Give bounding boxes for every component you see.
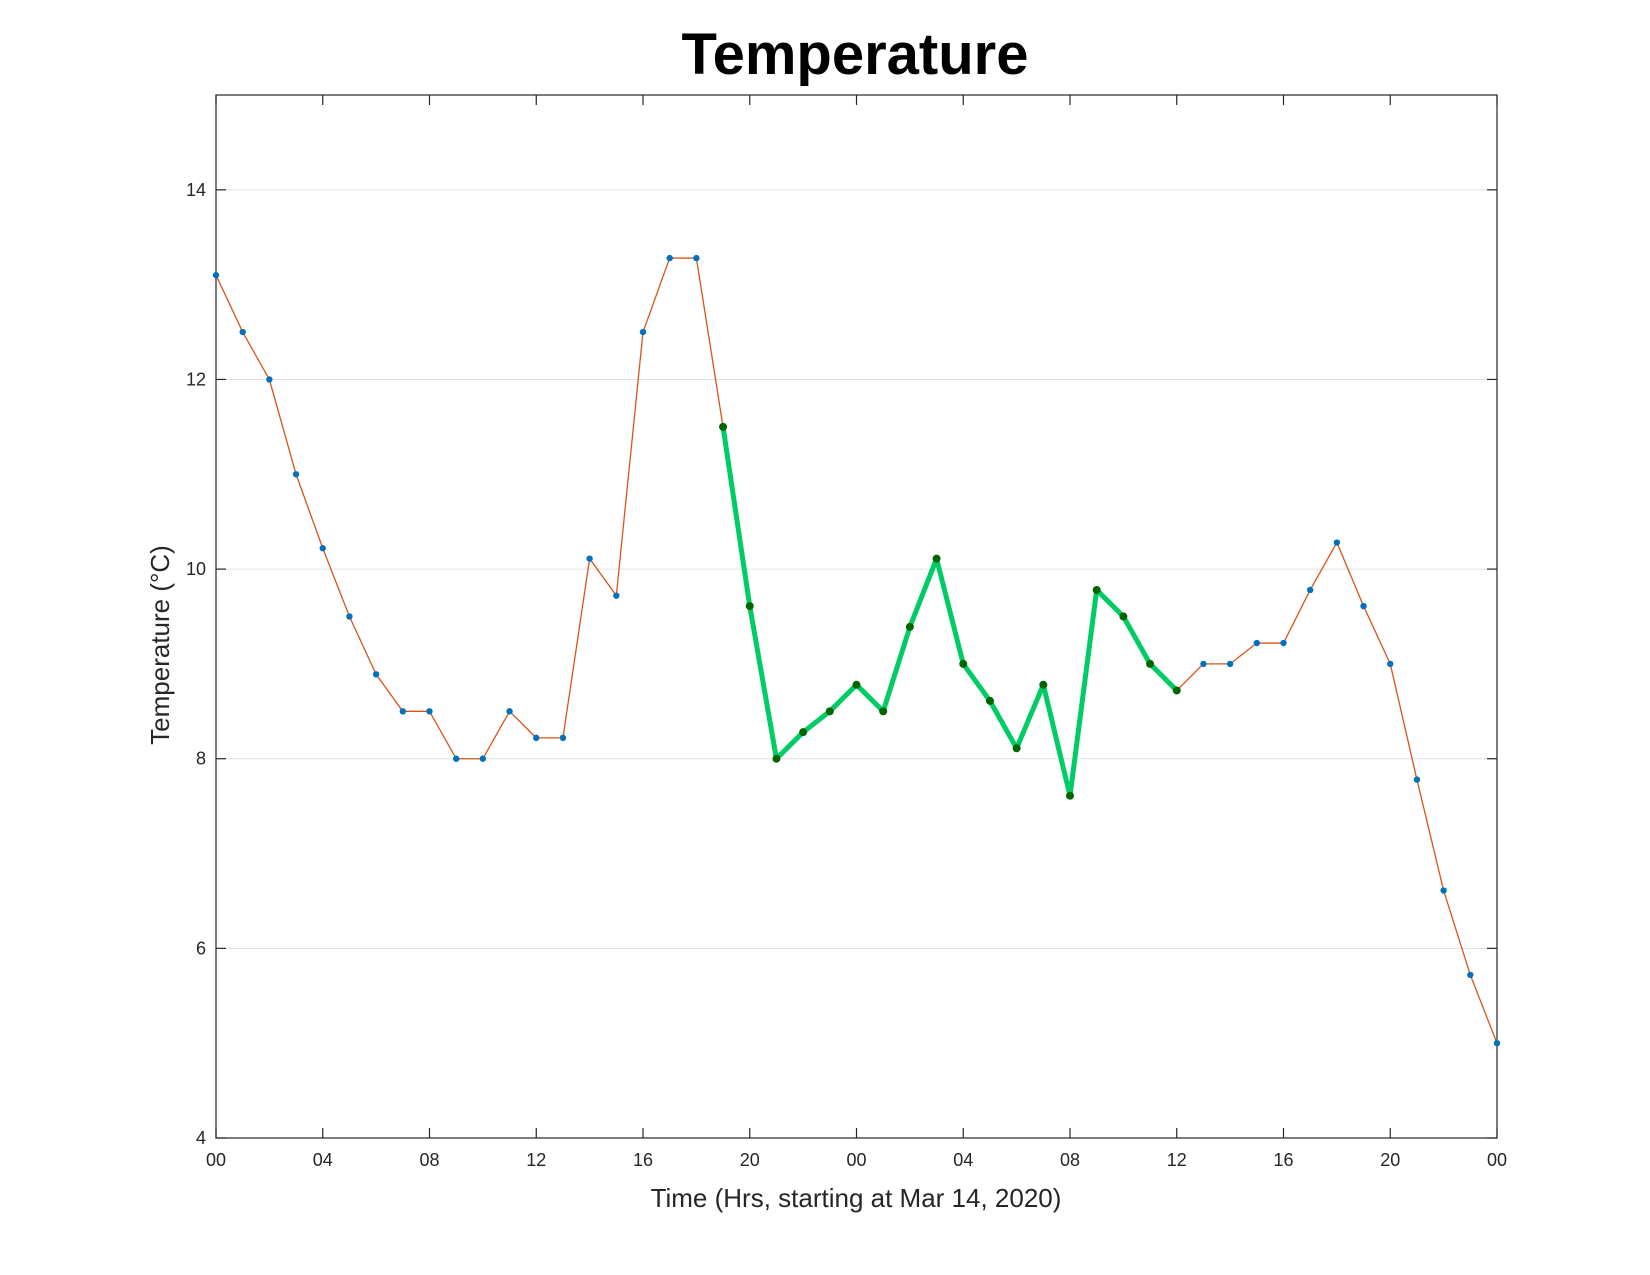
highlight-point-35 [1146,659,1155,668]
x-tick-label-2: 08 [419,1150,439,1170]
highlight-point-33 [1092,585,1101,594]
data-point-37 [1200,660,1207,668]
highlight-point-36 [1172,686,1181,695]
data-point-10 [479,755,487,762]
data-point-45 [1413,776,1421,783]
data-point-8 [426,708,433,715]
y-tick-label-2: 8 [196,749,206,769]
data-point-18 [693,254,700,262]
data-point-41 [1306,586,1314,594]
x-tick-label-4: 16 [633,1150,653,1170]
y-tick-label-5: 14 [186,180,206,200]
y-axis-label: Temperature (°C) [145,545,175,745]
data-point-40 [1280,639,1287,647]
series-line-highlight [720,424,1180,799]
highlight-point-27 [932,554,941,563]
data-point-4 [319,545,326,552]
highlight-point-28 [959,659,968,668]
data-point-16 [639,328,647,336]
highlight-point-22 [799,728,808,737]
data-point-48 [1493,1039,1501,1047]
data-point-0 [212,271,220,279]
x-tick-label-3: 12 [526,1150,546,1170]
chart-title: Temperature [681,22,1028,87]
data-point-9 [452,755,460,762]
plot-frame [215,94,1498,1139]
data-point-11 [506,708,513,715]
data-point-46 [1440,887,1447,894]
highlight-point-31 [1039,680,1048,689]
data-point-42 [1333,539,1341,546]
tick-labels: 4 6 8 10 12 14 00 04 08 12 16 20 00 04 08 12 16 20 00 [186,180,1507,1170]
x-tick-label-6: 00 [846,1150,866,1170]
highlight-point-24 [852,680,861,689]
series-line-temperature [215,257,1498,1044]
y-tick-label-4: 12 [186,369,206,389]
highlight-point-19 [719,422,728,431]
data-point-43 [1360,602,1367,610]
highlight-point-30 [1012,744,1021,753]
axes [215,94,1498,1139]
series-temperature [215,257,1498,1044]
data-markers [212,254,1501,1047]
x-tick-label-7: 04 [953,1150,973,1170]
x-tick-label-1: 04 [313,1150,333,1170]
data-point-14 [586,555,593,562]
x-tick-label-9: 12 [1167,1150,1187,1170]
data-point-2 [266,376,273,383]
highlight-point-20 [745,602,754,611]
y-tick-label-1: 6 [196,938,206,958]
highlight-point-32 [1066,791,1074,800]
x-tick-label-0: 00 [206,1150,226,1170]
data-point-7 [399,708,407,715]
data-point-3 [292,471,300,478]
data-point-1 [239,328,246,336]
y-tick-label-0: 4 [196,1128,206,1148]
grid-lines [216,189,1497,949]
highlight-point-26 [905,622,914,631]
data-point-6 [372,671,380,678]
x-tick-label-10: 16 [1273,1150,1293,1170]
data-point-15 [613,592,620,599]
highlight-point-29 [985,696,994,705]
highlight-point-21 [772,754,781,763]
data-point-44 [1387,660,1394,668]
highlight-point-25 [879,707,888,716]
data-point-39 [1253,639,1261,647]
data-point-38 [1226,660,1234,668]
highlight-point-23 [825,707,834,716]
data-point-5 [346,613,353,620]
x-tick-label-8: 08 [1060,1150,1080,1170]
x-tick-label-5: 20 [740,1150,760,1170]
x-tick-label-12: 00 [1487,1150,1507,1170]
series-highlight [720,424,1180,799]
data-point-12 [533,734,540,742]
data-point-17 [666,254,673,262]
highlight-point-34 [1119,612,1128,621]
data-point-47 [1467,971,1474,979]
x-tick-label-11: 20 [1380,1150,1400,1170]
y-tick-label-3: 10 [186,559,206,579]
data-point-13 [559,734,567,742]
x-axis-label: Time (Hrs, starting at Mar 14, 2020) [651,1183,1062,1213]
